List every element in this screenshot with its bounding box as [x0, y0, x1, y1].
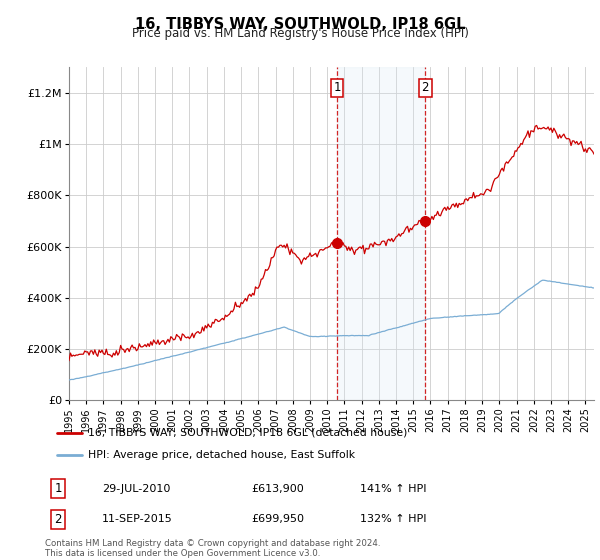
Bar — [337, 67, 425, 400]
Text: 132% ↑ HPI: 132% ↑ HPI — [360, 515, 427, 524]
Text: 141% ↑ HPI: 141% ↑ HPI — [360, 484, 427, 493]
Text: £613,900: £613,900 — [251, 484, 304, 493]
Text: HPI: Average price, detached house, East Suffolk: HPI: Average price, detached house, East… — [88, 450, 356, 460]
Text: £699,950: £699,950 — [251, 515, 304, 524]
Text: Price paid vs. HM Land Registry's House Price Index (HPI): Price paid vs. HM Land Registry's House … — [131, 27, 469, 40]
Text: 11-SEP-2015: 11-SEP-2015 — [102, 515, 173, 524]
Text: Contains HM Land Registry data © Crown copyright and database right 2024.
This d: Contains HM Land Registry data © Crown c… — [45, 539, 380, 558]
Text: 29-JUL-2010: 29-JUL-2010 — [102, 484, 170, 493]
Text: 2: 2 — [422, 81, 429, 94]
Text: 2: 2 — [54, 513, 62, 526]
Text: 1: 1 — [333, 81, 341, 94]
Text: 1: 1 — [54, 482, 62, 495]
Text: 16, TIBBYS WAY, SOUTHWOLD, IP18 6GL: 16, TIBBYS WAY, SOUTHWOLD, IP18 6GL — [135, 17, 465, 32]
Text: 16, TIBBYS WAY, SOUTHWOLD, IP18 6GL (detached house): 16, TIBBYS WAY, SOUTHWOLD, IP18 6GL (det… — [88, 428, 408, 438]
